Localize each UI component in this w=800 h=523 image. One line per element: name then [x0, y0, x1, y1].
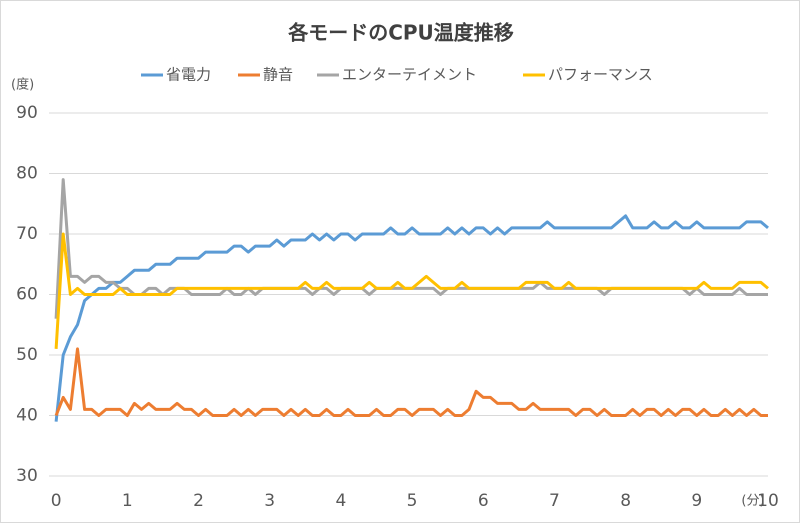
series-line [54, 178, 768, 319]
y-tick-label: 80 [16, 164, 38, 184]
y-axis-label: (度) [11, 77, 34, 93]
y-tick-label: 30 [16, 466, 38, 486]
x-tick-label: 8 [620, 491, 631, 511]
x-tick-label: 10 [757, 491, 779, 511]
x-axis-label: (分) [741, 494, 764, 509]
x-tick-label: 7 [549, 491, 560, 511]
y-tick-label: 60 [16, 285, 38, 305]
series-line [54, 232, 769, 349]
x-tick-label: 4 [335, 491, 346, 511]
chart-title: 各モードのCPU温度推移 [287, 21, 514, 45]
legend-label: 省電力 [166, 66, 211, 84]
x-tick-label: 2 [193, 491, 204, 511]
legend-label: 静音 [263, 66, 293, 84]
y-tick-label: 90 [16, 103, 38, 123]
y-tick-label: 40 [16, 406, 38, 426]
x-tick-label: 3 [264, 491, 275, 511]
x-tick-label: 5 [407, 491, 418, 511]
x-tick-label: 6 [478, 491, 489, 511]
legend-label: パフォーマンス [548, 66, 653, 84]
x-tick-label: 9 [691, 491, 702, 511]
legend-label: エンターテイメント [342, 66, 477, 84]
x-tick-label: 1 [122, 491, 133, 511]
y-tick-label: 70 [16, 224, 38, 244]
series-line [54, 214, 769, 422]
x-tick-label: 0 [51, 491, 62, 511]
y-tick-label: 50 [16, 345, 38, 365]
series-line [54, 347, 768, 417]
